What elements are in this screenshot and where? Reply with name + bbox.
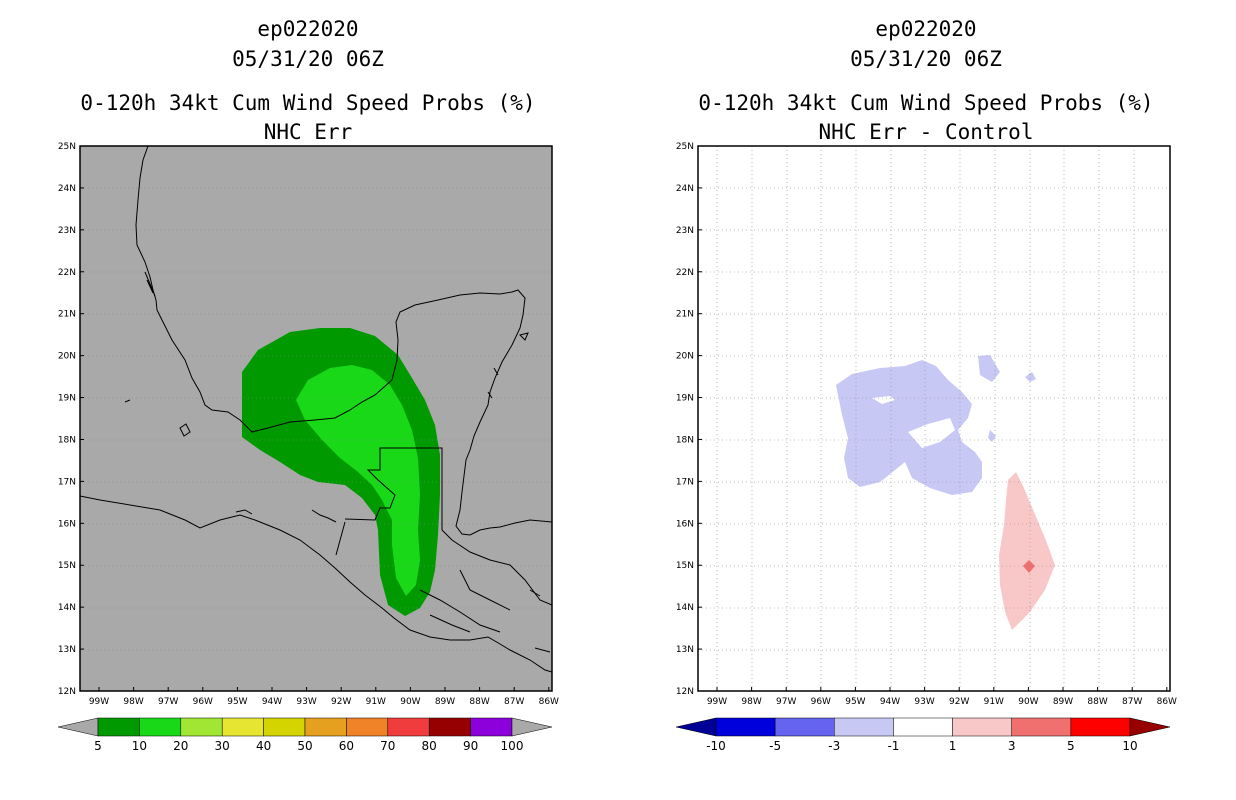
lon-label: 92W (331, 697, 351, 707)
lon-label: 94W (262, 697, 282, 707)
lat-label: 20N (58, 352, 76, 362)
lon-label: 96W (193, 697, 213, 707)
right-title-block-2: 0-120h 34kt Cum Wind Speed Probs (%) (636, 88, 1216, 118)
colorbar-swatch (221, 717, 264, 737)
colorbar-label: 30 (215, 739, 230, 753)
colorbar-label: 50 (297, 739, 312, 753)
lat-label: 25N (58, 142, 76, 152)
colorbar-swatch (139, 717, 182, 737)
lon-label: 90W (400, 697, 420, 707)
left-title-block: ep022020 05/31/20 06Z (18, 14, 598, 74)
left-subtitle: NHC Err (263, 120, 353, 144)
lon-label: 99W (89, 697, 109, 707)
lat-label: 16N (58, 519, 76, 529)
lon-label: 95W (227, 697, 247, 707)
left-lat-labels: 25N 24N 23N 22N 21N 20N 19N 18N 17N 16N 15N 14N 13N 1… (58, 142, 84, 697)
colorbar-swatch (346, 717, 389, 737)
left-prob-area-10 (296, 365, 420, 596)
colorbar-swatch (97, 717, 140, 737)
lon-label: 98W (123, 697, 143, 707)
colorbar-label: 90 (463, 739, 478, 753)
left-product-title: 0-120h 34kt Cum Wind Speed Probs (%) (80, 91, 536, 115)
colorbar-swatch (263, 717, 306, 737)
lon-label: 93W (296, 697, 316, 707)
colorbar-label: 80 (422, 739, 437, 753)
colorbar-label: 60 (339, 739, 354, 753)
left-grid (80, 187, 552, 651)
left-subtitle-block: NHC Err (18, 117, 598, 147)
colorbar-label: 100 (501, 739, 524, 753)
right-product-title: 0-120h 34kt Cum Wind Speed Probs (%) (698, 91, 1154, 115)
left-colorbar: 5 10 20 30 40 50 60 70 80 90 100 (57, 717, 553, 753)
colorbar-swatch (304, 717, 347, 737)
right-title-block: ep022020 05/31/20 06Z (636, 14, 1216, 74)
colorbar-swatch (387, 717, 430, 737)
colorbar-label: 40 (256, 739, 271, 753)
colorbar-label: 10 (132, 739, 147, 753)
left-lon-labels: 99W 98W 97W 96W 95W 94W 93W 92W 91W 90W 89W 88W 87W 8… (89, 687, 559, 707)
right-subtitle: NHC Err - Control (818, 120, 1034, 144)
left-map-frame (79, 145, 553, 692)
right-subtitle-block: NHC Err - Control (636, 117, 1216, 147)
lon-label: 89W (435, 697, 455, 707)
lat-label: 15N (58, 561, 76, 571)
colorbar-label: 20 (173, 739, 188, 753)
lat-label: 13N (58, 645, 76, 655)
colorbar-label: 5 (94, 739, 102, 753)
lat-label: 19N (58, 394, 76, 404)
lat-label: 17N (58, 477, 76, 487)
lat-label: 12N (58, 687, 76, 697)
lon-label: 88W (469, 697, 489, 707)
left-datetime: 05/31/20 06Z (232, 47, 384, 71)
colorbar-label: 70 (380, 739, 395, 753)
colorbar-under-arrow (57, 717, 99, 737)
lon-label: 91W (366, 697, 386, 707)
left-storm-id: ep022020 (257, 17, 359, 41)
lon-label: 87W (504, 697, 524, 707)
lat-label: 22N (58, 268, 76, 278)
colorbar-swatch (180, 717, 223, 737)
right-storm-id: ep022020 (875, 17, 977, 41)
right-datetime: 05/31/20 06Z (850, 47, 1002, 71)
colorbar-over-arrow (511, 717, 553, 737)
lat-label: 23N (58, 226, 76, 236)
lat-label: 14N (58, 603, 76, 613)
colorbar-swatch (428, 717, 471, 737)
lon-label: 86W (539, 697, 559, 707)
lat-label: 24N (58, 184, 76, 194)
colorbar-swatch (470, 717, 513, 737)
lat-label: 21N (58, 310, 76, 320)
lon-label: 97W (158, 697, 178, 707)
left-title-block-2: 0-120h 34kt Cum Wind Speed Probs (%) (18, 88, 598, 118)
lat-label: 18N (58, 435, 76, 445)
